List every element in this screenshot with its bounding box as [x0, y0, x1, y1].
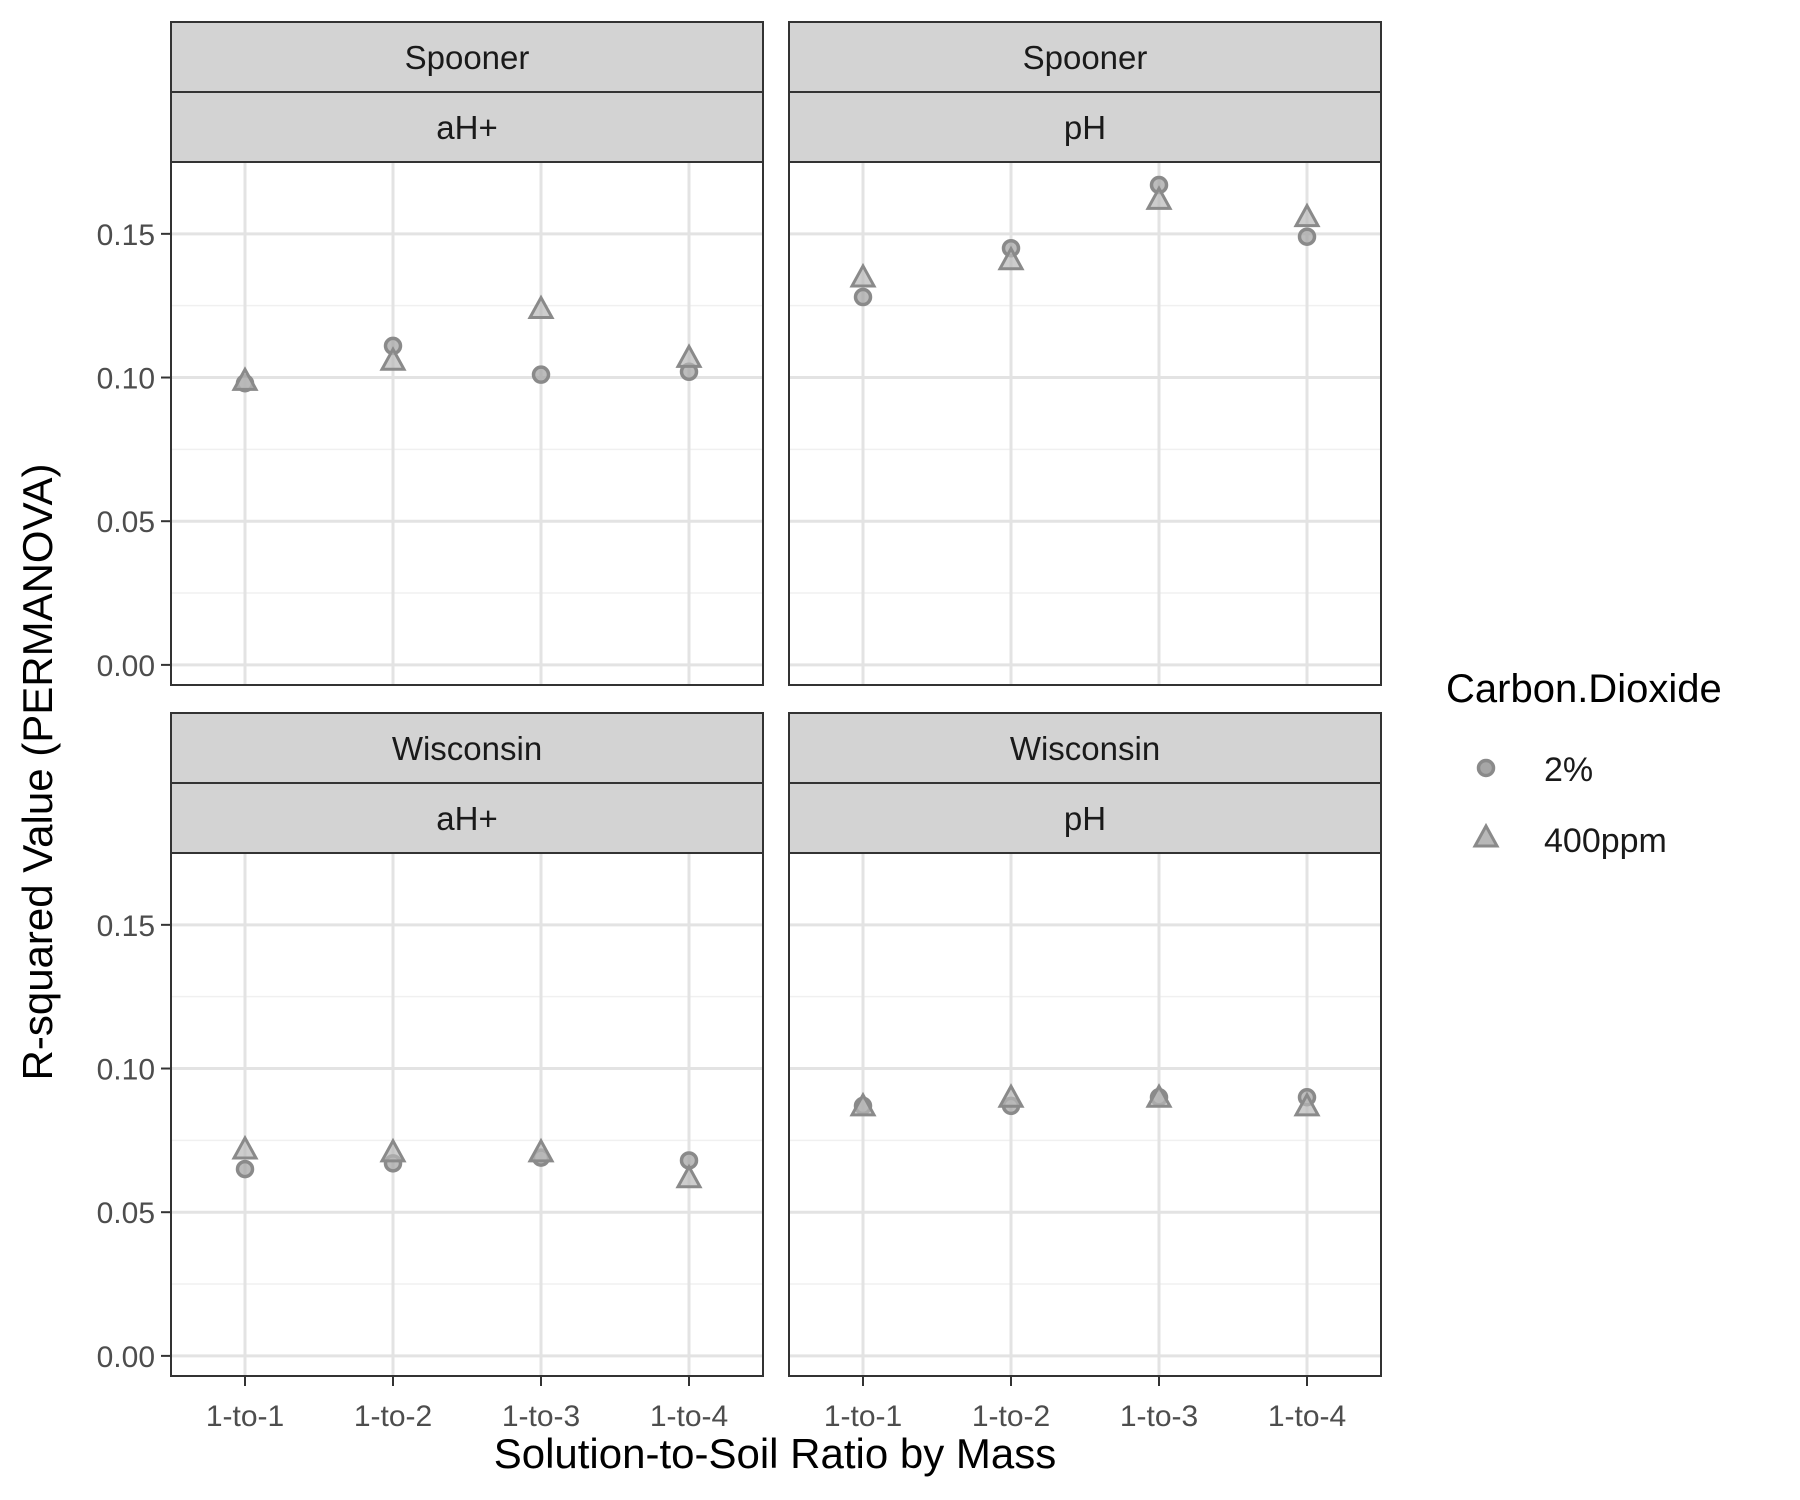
- x-tick-label: 1-to-4: [650, 1400, 728, 1433]
- strip-label-spooner-ah-site: Spooner: [405, 39, 530, 76]
- y-tick-label: 0.05: [97, 1197, 155, 1230]
- point-triangle-spooner-ph: [849, 262, 877, 288]
- point-triangle-spooner-ah: [379, 346, 407, 371]
- y-tick-label: 0.15: [97, 910, 155, 943]
- point-triangle-wisconsin-ph: [1145, 1083, 1173, 1108]
- point-triangle-wisconsin-ah: [675, 1163, 703, 1189]
- panel-bg-wisconsin-ph: [789, 853, 1381, 1376]
- strip-wisconsin-ah-measure: [170, 782, 764, 854]
- x-tick-label: 1-to-1: [824, 1400, 902, 1433]
- strip-wisconsin-ph-site: [788, 712, 1382, 784]
- legend-label-2pct: 2%: [1544, 751, 1593, 789]
- panel-bg-spooner-ah: [171, 162, 763, 685]
- legend-key-circle: [1476, 758, 1496, 778]
- point-circle-spooner-ph: [853, 287, 873, 307]
- x-tick-label: 1-to-1: [206, 1400, 284, 1433]
- y-tick-label: 0.00: [97, 1341, 155, 1374]
- strip-spooner-ah-site: [170, 21, 764, 93]
- panel-bg-wisconsin-ah: [171, 853, 763, 1376]
- point-triangle-wisconsin-ah: [527, 1137, 555, 1163]
- strip-label-spooner-ph-site: Spooner: [1023, 39, 1148, 76]
- x-tick-label: 1-to-3: [502, 1400, 580, 1433]
- strip-label-wisconsin-ah-site: Wisconsin: [392, 730, 542, 767]
- strip-label-spooner-ah-measure: aH+: [436, 109, 497, 146]
- x-tick-label: 1-to-2: [354, 1400, 432, 1433]
- x-tick-label: 1-to-2: [972, 1400, 1050, 1433]
- point-triangle-wisconsin-ph: [997, 1083, 1025, 1108]
- y-tick-label: 0.10: [97, 363, 155, 396]
- point-circle-wisconsin-ah: [235, 1159, 255, 1179]
- y-tick-label: 0.05: [97, 506, 155, 539]
- strip-spooner-ah-measure: [170, 91, 764, 163]
- strip-label-wisconsin-ph-site: Wisconsin: [1010, 730, 1160, 767]
- y-tick-label: 0.00: [97, 650, 155, 683]
- point-triangle-wisconsin-ph: [1293, 1091, 1321, 1117]
- legend: Carbon.Dioxide 2% 400ppm: [1446, 667, 1722, 860]
- y-tick-label: 0.10: [97, 1054, 155, 1087]
- point-circle-spooner-ah: [531, 365, 551, 384]
- x-axis-label: Solution-to-Soil Ratio by Mass: [494, 1430, 1057, 1477]
- point-triangle-spooner-ph: [1145, 185, 1173, 210]
- y-axis-label: R-squared Value (PERMANOVA): [14, 464, 61, 1081]
- point-triangle-spooner-ah: [675, 343, 703, 368]
- panel-bg-spooner-ph: [789, 162, 1381, 685]
- legend-title: Carbon.Dioxide: [1446, 667, 1722, 711]
- point-triangle-wisconsin-ah: [379, 1137, 407, 1163]
- point-triangle-spooner-ah: [231, 366, 259, 391]
- y-tick-label: 0.15: [97, 219, 155, 252]
- strip-label-wisconsin-ah-measure: aH+: [436, 800, 497, 837]
- strip-spooner-ph-site: [788, 21, 1382, 93]
- panel-border-wisconsin-ph: [788, 852, 1382, 1377]
- legend-key-triangle: [1472, 822, 1500, 848]
- strip-label-wisconsin-ph-measure: pH: [1064, 800, 1106, 837]
- point-triangle-wisconsin-ah: [231, 1134, 259, 1160]
- point-triangle-wisconsin-ph: [849, 1091, 877, 1117]
- x-tick-label: 1-to-4: [1268, 1400, 1346, 1433]
- panels-layer: Spooner aH+ 0.00 0.05 0.10 0.15 Spooner pH Wisco…: [97, 21, 1382, 1433]
- point-triangle-spooner-ph: [1293, 202, 1321, 228]
- x-tick-label: 1-to-3: [1120, 1400, 1198, 1433]
- point-circle-spooner-ph: [1297, 227, 1317, 246]
- point-triangle-spooner-ph: [997, 245, 1025, 271]
- panel-border-spooner-ph: [788, 161, 1382, 686]
- panel-border-wisconsin-ah: [170, 852, 764, 1377]
- panel-border-spooner-ah: [170, 161, 764, 686]
- point-triangle-spooner-ah: [527, 294, 555, 320]
- legend-label-400ppm: 400ppm: [1544, 822, 1667, 860]
- strip-label-spooner-ph-measure: pH: [1064, 109, 1106, 146]
- strip-wisconsin-ah-site: [170, 712, 764, 784]
